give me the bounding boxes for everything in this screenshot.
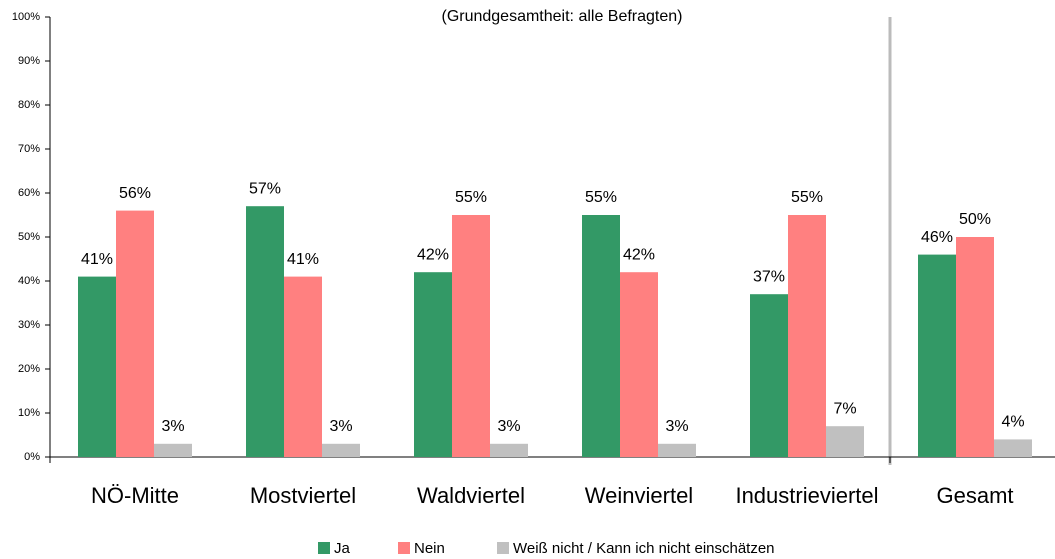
y-tick-label: 60% [18,187,40,199]
bar [116,210,154,457]
value-label: 41% [287,251,319,268]
value-label: 37% [753,268,785,285]
value-label: 42% [623,246,655,263]
bar [414,272,452,457]
value-label: 3% [329,418,352,435]
y-tick-label: 80% [18,99,40,111]
x-tick-label: Industrieviertel [735,483,878,508]
x-tick-label: Mostviertel [250,483,356,508]
y-tick-label: 90% [18,55,40,67]
value-label: 57% [249,180,281,197]
legend-label: Nein [414,540,445,557]
value-label: 55% [455,189,487,206]
y-tick-label: 10% [18,407,40,419]
y-tick-label: 40% [18,275,40,287]
bar [750,294,788,457]
bar [788,215,826,457]
legend-label: Weiß nicht / Kann ich nicht einschätzen [513,540,775,557]
y-tick-label: 70% [18,143,40,155]
value-label: 3% [497,418,520,435]
bar [246,206,284,457]
legend-swatch [318,542,330,554]
y-tick-label: 100% [12,11,40,23]
bar [154,443,192,457]
bar [620,272,658,457]
value-label: 7% [833,400,856,417]
y-tick-label: 30% [18,319,40,331]
value-label: 42% [417,246,449,263]
chart-subtitle: (Grundgesamtheit: alle Befragten) [441,8,682,25]
y-tick-label: 20% [18,363,40,375]
bar [490,443,528,457]
value-label: 55% [585,189,617,206]
value-label: 56% [119,185,151,202]
bar [322,443,360,457]
bar [918,254,956,457]
value-label: 41% [81,251,113,268]
bar [284,276,322,457]
legend-swatch [398,542,410,554]
bar [78,276,116,457]
bar [452,215,490,457]
x-tick-label: Waldviertel [417,483,525,508]
legend-label: Ja [334,540,351,557]
y-tick-label: 0% [24,451,40,463]
x-tick-label: Weinviertel [585,483,693,508]
value-label: 46% [921,229,953,246]
value-label: 3% [161,418,184,435]
value-label: 55% [791,189,823,206]
x-tick-label: NÖ-Mitte [91,483,179,508]
bar [582,215,620,457]
value-label: 4% [1001,414,1024,431]
value-label: 50% [959,211,991,228]
x-tick-label: Gesamt [936,483,1013,508]
legend-swatch [497,542,509,554]
bar [826,426,864,457]
bar [994,439,1032,457]
y-tick-label: 50% [18,231,40,243]
bar [658,443,696,457]
bar [956,237,994,457]
value-label: 3% [665,418,688,435]
